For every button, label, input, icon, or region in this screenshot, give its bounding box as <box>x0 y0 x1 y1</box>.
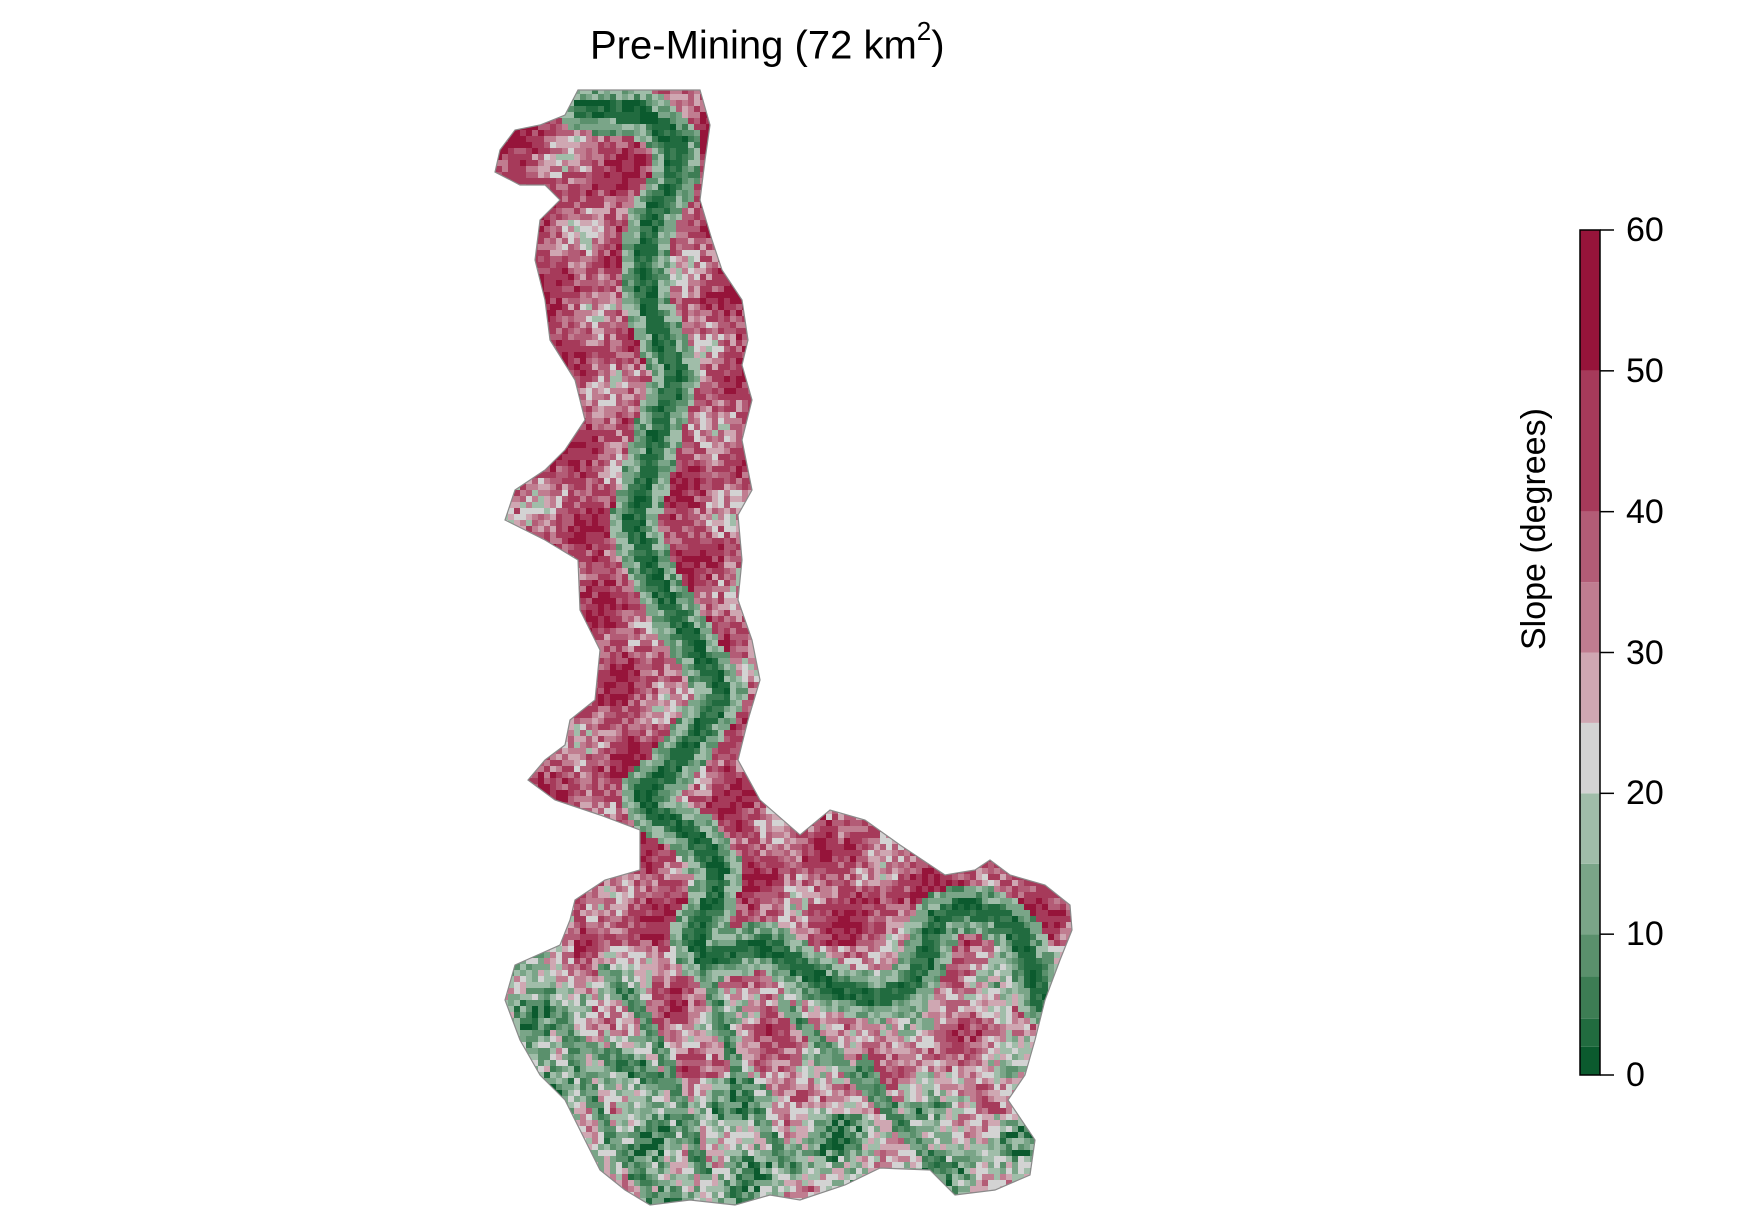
colorbar-bin <box>1580 1018 1600 1047</box>
colorbar-bin <box>1580 976 1600 1019</box>
slope-raster-map <box>495 90 1072 1205</box>
colorbar-tick-label: 30 <box>1626 633 1664 672</box>
colorbar-bin <box>1580 863 1600 935</box>
colorbar-bin <box>1580 370 1600 512</box>
colorbar-tick-label: 40 <box>1626 492 1664 531</box>
colorbar-tick-label: 20 <box>1626 774 1664 813</box>
colorbar-tick-label: 10 <box>1626 915 1664 954</box>
map-title: Pre-Mining (72 km2) <box>590 16 945 68</box>
colorbar-bin <box>1580 722 1600 794</box>
colorbar-bin <box>1580 582 1600 653</box>
colorbar-bin <box>1580 793 1600 864</box>
colorbar-bin <box>1580 652 1600 723</box>
colorbar-title: Slope (degrees) <box>1515 408 1553 650</box>
colorbar-tick-label: 0 <box>1626 1056 1645 1094</box>
colorbar-bin <box>1580 934 1600 977</box>
title-superscript: 2 <box>916 16 932 46</box>
colorbar-tick-label: 50 <box>1626 351 1664 390</box>
colorbar-bin <box>1580 1046 1600 1075</box>
colorbar-bin <box>1580 511 1600 583</box>
title-text: Pre-Mining (72 km <box>590 23 917 68</box>
title-suffix: ) <box>931 23 945 68</box>
colorbar <box>1579 229 1614 1076</box>
colorbar-tick-label: 60 <box>1626 211 1664 249</box>
colorbar-bin <box>1580 230 1600 371</box>
